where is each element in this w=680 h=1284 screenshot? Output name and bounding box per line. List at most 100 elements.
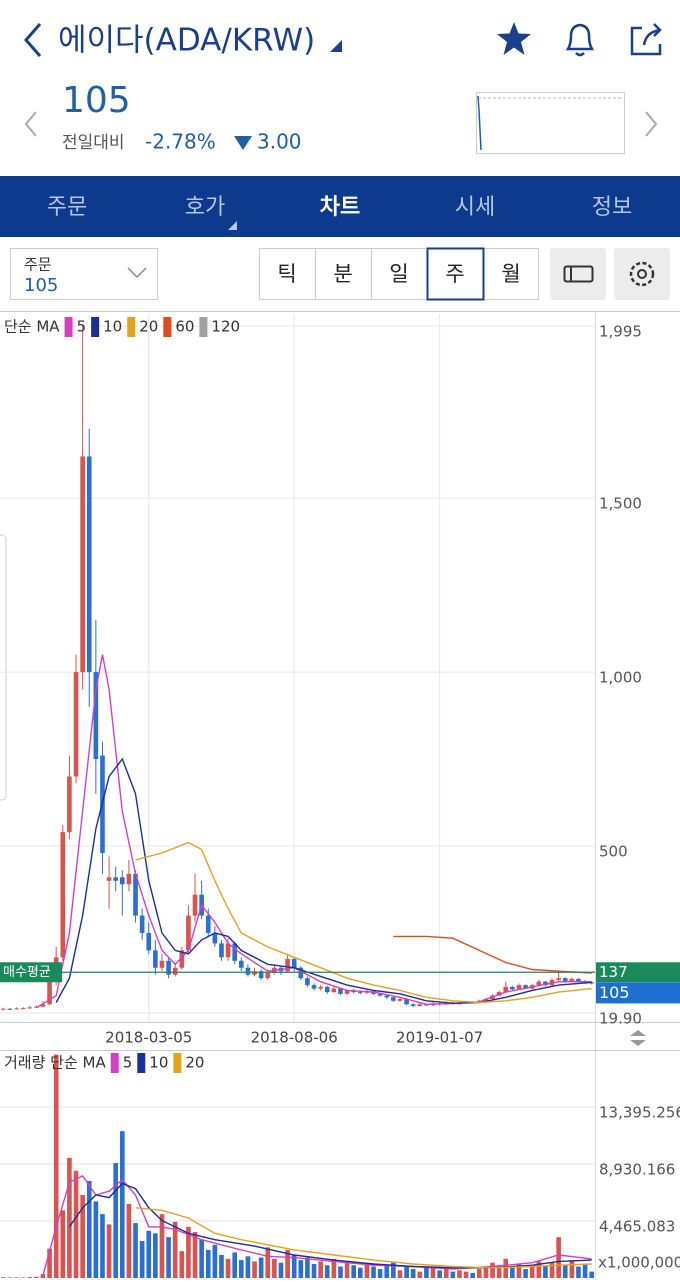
volume-bar [100, 1214, 105, 1278]
volume-bar [377, 1269, 383, 1278]
side-handle[interactable] [0, 534, 7, 801]
tab[interactable]: 호가 [185, 195, 225, 220]
volume-bar [582, 1263, 588, 1278]
mini-chart-line [477, 95, 482, 151]
legend-swatch [64, 317, 73, 337]
volume-bar [450, 1271, 456, 1278]
resize-handle[interactable] [630, 1030, 646, 1046]
legend-swatch [173, 1053, 182, 1073]
candle-body [60, 832, 66, 958]
volume-bar [67, 1158, 72, 1278]
volume-bar [245, 1256, 251, 1278]
prev-coin[interactable] [24, 111, 37, 137]
candle-body [86, 456, 92, 673]
legend-label: 60 [175, 318, 194, 336]
candle-body [232, 943, 238, 961]
tab[interactable]: 주문 [47, 195, 87, 220]
reference-value: 137 [599, 963, 628, 981]
ma-line [393, 935, 592, 974]
period-button[interactable]: 틱 [277, 262, 296, 286]
candle-body [172, 967, 178, 975]
candle-body [344, 990, 350, 994]
candle-body [225, 943, 231, 958]
x-tick-label: 2018-03-05 [105, 1029, 192, 1047]
layout-icon [563, 265, 594, 283]
volume-bar [318, 1261, 323, 1278]
period-button[interactable]: 월 [501, 262, 520, 286]
volume-bar [126, 1203, 132, 1278]
volume-bar [238, 1260, 244, 1278]
mini-chart [476, 92, 625, 154]
candle-body [93, 672, 99, 760]
volume-bar [146, 1230, 152, 1278]
volume-bar [232, 1252, 238, 1278]
legend-label: 10 [103, 318, 122, 336]
tab-indicator [228, 221, 237, 230]
candle-body [219, 943, 224, 958]
volume-bar [219, 1255, 224, 1278]
volume-bar [576, 1266, 581, 1278]
legend-swatch [110, 1053, 119, 1073]
volume-bar [73, 1170, 79, 1278]
unit-label: x1,000,000 [598, 1254, 680, 1272]
legend-swatch [163, 317, 172, 337]
settings-button[interactable] [614, 248, 670, 300]
legend-swatch [91, 317, 100, 337]
candle-body [503, 986, 509, 993]
candle-body [126, 873, 132, 885]
volume-bar [503, 1258, 509, 1278]
layout-button[interactable] [550, 248, 606, 300]
volume-bar [384, 1265, 390, 1278]
period-button[interactable]: 분 [333, 262, 352, 286]
volume-bar [457, 1270, 462, 1278]
candle-body [179, 950, 185, 968]
coin-title[interactable]: 에이다(ADA/KRW) [58, 23, 315, 59]
settings-icon [637, 269, 647, 279]
volume-bar [80, 1195, 85, 1278]
share-button[interactable] [630, 23, 662, 56]
volume-bar [410, 1269, 416, 1278]
candle-body [331, 988, 337, 993]
order-select[interactable] [10, 248, 158, 300]
alert-button[interactable] [565, 23, 595, 57]
volume-bar [278, 1262, 284, 1278]
tab[interactable]: 정보 [592, 195, 632, 220]
volume-bar [192, 1232, 198, 1278]
current-price: 105 [62, 80, 131, 121]
volume-bar [86, 1180, 92, 1278]
volume-bar [113, 1163, 119, 1278]
candle-body [14, 1008, 19, 1010]
volume-bar [338, 1266, 343, 1278]
candle-body [146, 932, 152, 951]
down-indicator [234, 136, 252, 150]
candle-body [391, 997, 396, 1001]
legend-label: 20 [185, 1054, 204, 1072]
period-button[interactable]: 주 [445, 262, 464, 286]
candle-body [291, 959, 297, 968]
tab[interactable]: 시세 [455, 195, 495, 220]
volume-bar [47, 1248, 52, 1278]
y-tick-label: 4,465.083 [599, 1217, 675, 1235]
y-tick-label: 1,000 [599, 669, 642, 687]
candle-body [523, 985, 528, 989]
volume-bar [430, 1266, 436, 1278]
next-coin[interactable] [645, 111, 658, 137]
candle-body [106, 877, 112, 881]
candle-body [73, 672, 79, 777]
volume-bar [133, 1223, 138, 1278]
volume-bar [404, 1266, 409, 1278]
tab-active[interactable]: 차트 [320, 195, 360, 220]
volume-bar [549, 1262, 555, 1278]
volume-bar [119, 1131, 125, 1278]
candle-body [0, 1008, 6, 1010]
favorite-button[interactable] [497, 22, 531, 55]
volume-bar [159, 1214, 165, 1278]
volume-bar [272, 1258, 277, 1278]
volume-bar [305, 1257, 310, 1278]
candle-body [205, 915, 211, 933]
back-button[interactable] [24, 23, 42, 57]
candle-body [285, 959, 290, 972]
period-button[interactable]: 일 [389, 262, 408, 286]
reference-label: 매수평균 [3, 965, 51, 980]
